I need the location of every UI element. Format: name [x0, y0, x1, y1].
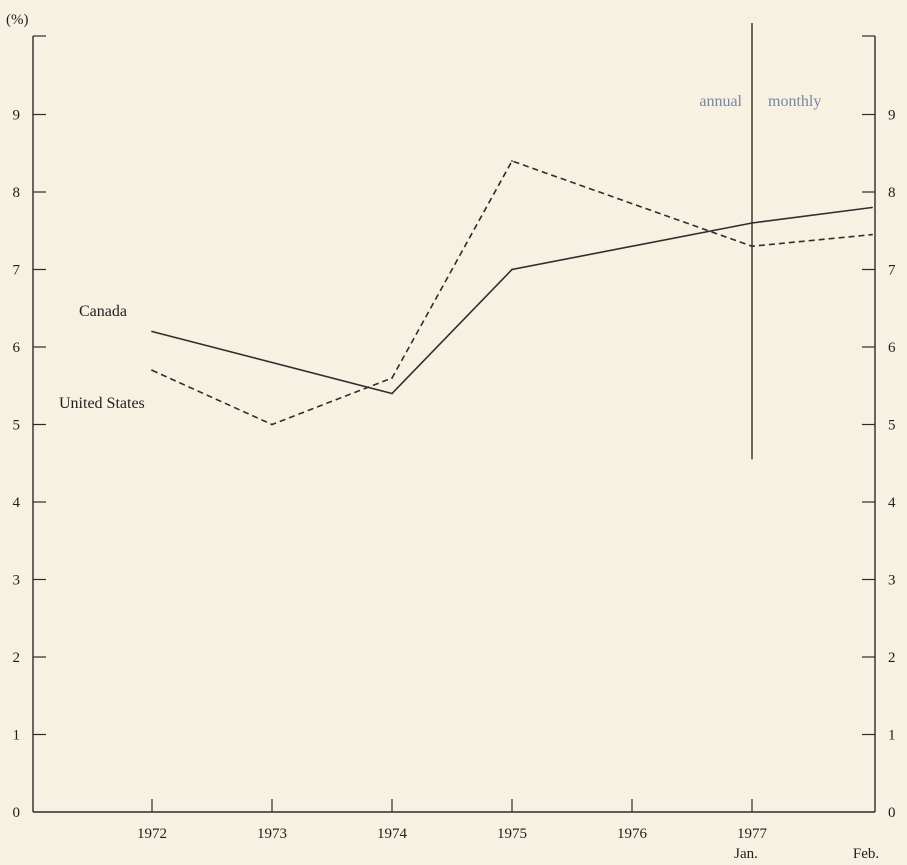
x-tick-label-1973: 1973 [257, 826, 287, 842]
data-point-united-states-2 [391, 377, 393, 379]
y-tick-label-right-7: 7 [888, 263, 896, 279]
y-tick-label-right-8: 8 [888, 185, 896, 201]
x-ticks: 1972 1973 1974 1975 1976 1977 Jan. Feb. [137, 799, 879, 862]
y-ticks-right: 0 1 2 3 4 5 6 7 8 9 [862, 108, 896, 821]
x-tick-label-1972: 1972 [137, 826, 167, 842]
y-tick-label-right-0: 0 [888, 805, 896, 821]
y-tick-label-right-3: 3 [888, 573, 896, 589]
y-tick-label-right-9: 9 [888, 108, 896, 124]
y-tick-label-left-7: 7 [13, 263, 21, 279]
y-tick-label-left-0: 0 [13, 805, 21, 821]
series-line-canada [151, 206, 873, 395]
y-tick-label-left-1: 1 [13, 728, 21, 744]
y-tick-label-right-6: 6 [888, 340, 896, 356]
data-point-canada-1 [391, 392, 393, 395]
data-point-canada-3 [751, 222, 753, 224]
y-ticks-left: 0 1 2 3 4 5 6 7 8 9 [13, 108, 46, 821]
x-tick-label-1977: 1977 [737, 826, 768, 842]
annual-annotation: annual [699, 93, 742, 110]
x-tick-label-1975: 1975 [497, 826, 527, 842]
y-tick-label-left-6: 6 [13, 340, 21, 356]
series-line-united-states [151, 160, 873, 426]
data-point-united-states-3 [511, 160, 513, 162]
series-label-canada: Canada [79, 303, 127, 320]
series-label-united-states: United States [59, 395, 145, 412]
y-tick-label-left-4: 4 [13, 495, 21, 511]
data-point-united-states-4 [751, 245, 753, 248]
data-point-united-states-1 [271, 423, 273, 426]
y-tick-label-left-5: 5 [13, 418, 21, 434]
x-tick-label-1976: 1976 [617, 826, 648, 842]
data-point-canada-0 [151, 330, 153, 333]
x-tick-sublabel-1977: Jan. [734, 846, 758, 862]
y-tick-label-left-9: 9 [13, 108, 21, 124]
y-tick-label-left-8: 8 [13, 185, 21, 201]
y-tick-label-right-2: 2 [888, 650, 896, 666]
x-tick-label-1974: 1974 [377, 826, 408, 842]
y-tick-label-right-5: 5 [888, 418, 896, 434]
y-tick-label-left-3: 3 [13, 573, 21, 589]
data-point-canada-4 [871, 206, 873, 209]
data-point-canada-2 [511, 268, 513, 271]
monthly-annotation: monthly [768, 93, 821, 110]
y-unit-label: (%) [6, 12, 29, 28]
y-tick-label-right-4: 4 [888, 495, 896, 511]
y-tick-label-right-1: 1 [888, 728, 896, 744]
series-layer [151, 160, 873, 426]
data-point-united-states-0 [151, 369, 153, 372]
x-tick-sublabel-1978: Feb. [853, 846, 879, 862]
y-tick-label-left-2: 2 [13, 650, 21, 666]
data-point-united-states-5 [871, 233, 873, 236]
